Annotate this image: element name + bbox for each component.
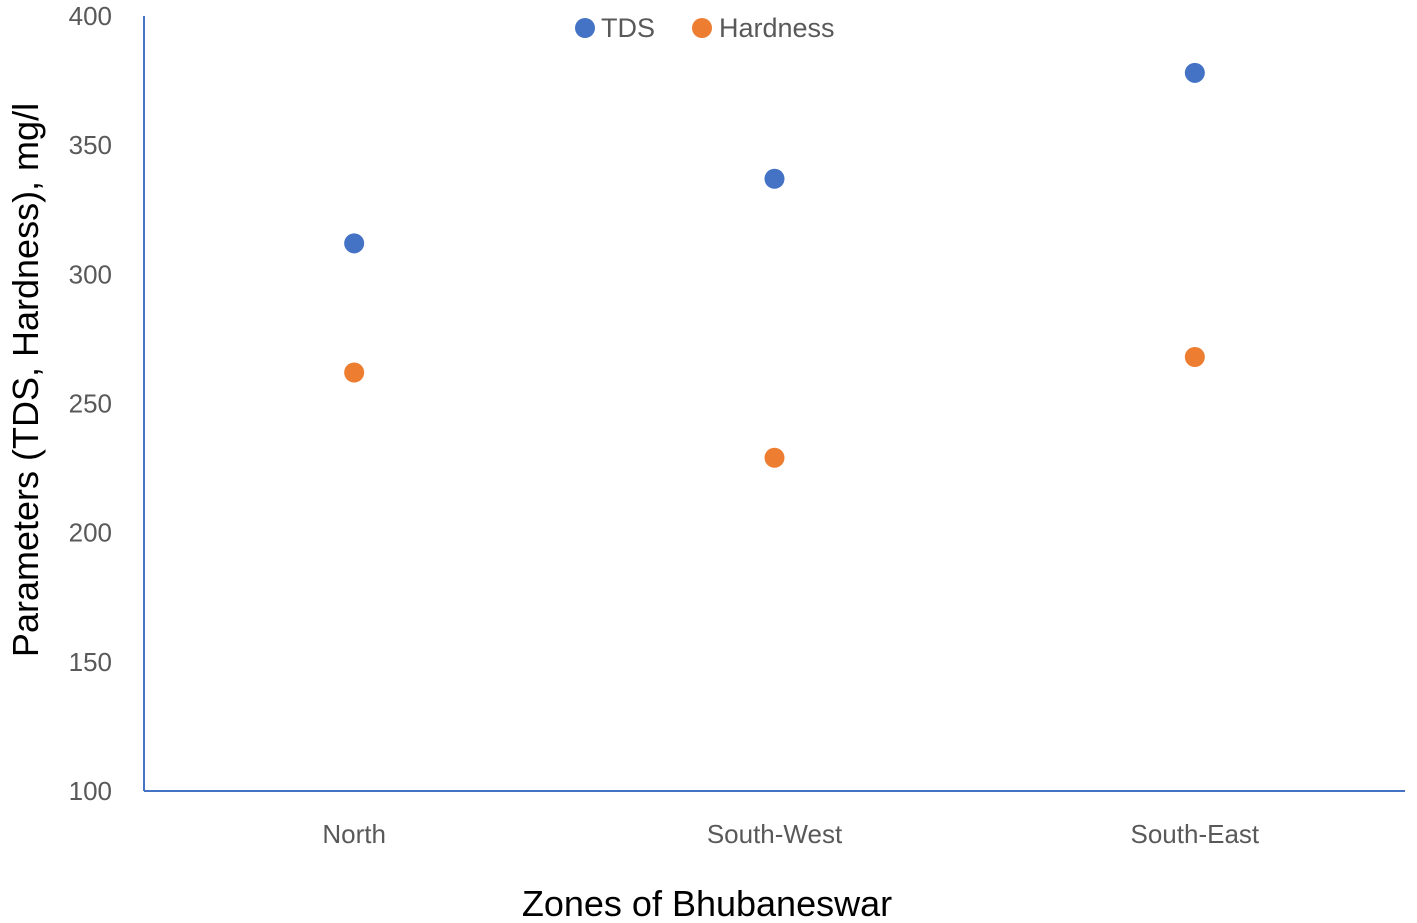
data-point-hardness [1184, 347, 1205, 367]
data-point-tds [344, 233, 365, 254]
legend: TDS Hardness [575, 13, 835, 43]
legend-label-tds: TDS [601, 13, 655, 43]
y-tick-label: 400 [69, 1, 112, 31]
legend-marker-hardness [692, 18, 712, 38]
y-axis-title: Parameters (TDS, Hardness), mg/l [5, 103, 46, 657]
data-point-tds [764, 168, 785, 189]
x-tick-label: North [322, 819, 386, 849]
data-point-hardness [764, 447, 785, 468]
x-tick-label: South-West [707, 819, 843, 849]
data-point-tds [1184, 62, 1205, 83]
x-axis-ticks: North South-West South-East [322, 819, 1260, 849]
y-tick-label: 200 [69, 518, 112, 548]
legend-marker-tds [575, 18, 595, 38]
y-axis-ticks: 100 150 200 250 300 350 400 [69, 1, 112, 806]
y-tick-label: 300 [69, 259, 112, 289]
x-axis-title: Zones of Bhubaneswar [522, 883, 892, 923]
y-tick-label: 100 [69, 776, 112, 806]
legend-label-hardness: Hardness [719, 13, 835, 43]
y-tick-label: 150 [69, 647, 112, 677]
x-tick-label: South-East [1131, 819, 1260, 849]
data-points [344, 62, 1205, 468]
y-tick-label: 350 [69, 130, 112, 160]
y-tick-label: 250 [69, 389, 112, 419]
data-point-hardness [344, 362, 365, 383]
